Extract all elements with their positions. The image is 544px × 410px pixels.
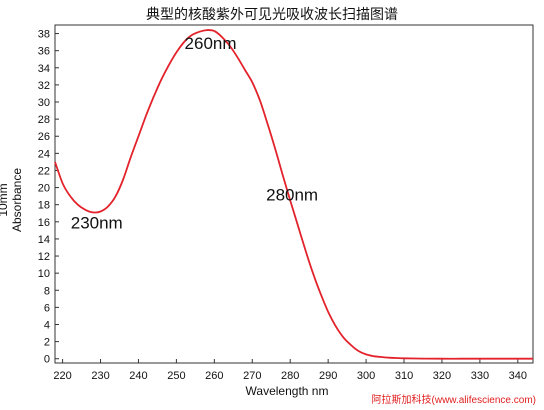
y-tick-label: 2: [44, 337, 50, 349]
y-axis-label: 10mm Absorbance: [0, 167, 24, 233]
y-tick-label: 38: [38, 29, 50, 41]
peak-annotation: 230nm: [71, 214, 123, 233]
plot-frame: [54, 24, 534, 364]
y-tick-label: 10: [38, 268, 50, 280]
x-tick-label: 330: [471, 370, 489, 382]
y-tick-label: 32: [38, 80, 50, 92]
x-tick-label: 300: [357, 370, 375, 382]
peak-annotation: 260nm: [185, 34, 237, 53]
y-tick-label: 22: [38, 165, 50, 177]
y-tick-label: 24: [38, 148, 50, 160]
x-tick-label: 290: [319, 370, 337, 382]
y-tick-label: 36: [38, 46, 50, 58]
x-tick-label: 230: [91, 370, 109, 382]
x-tick-label: 320: [433, 370, 451, 382]
x-tick-label: 310: [395, 370, 413, 382]
x-tick-label: 340: [509, 370, 527, 382]
y-tick-label: 34: [38, 63, 50, 75]
peak-annotations: 260nm 280nm 230nm: [71, 34, 318, 233]
y-tick-label: 4: [44, 319, 50, 331]
absorbance-curve: [54, 29, 533, 360]
y-tick-label: 18: [38, 200, 50, 212]
y-tick-label: 30: [38, 97, 50, 109]
x-tick-label: 240: [129, 370, 147, 382]
y-tick-label: 12: [38, 251, 50, 263]
x-axis-label: Wavelength nm: [245, 384, 329, 398]
x-tick-label: 220: [53, 370, 71, 382]
y-tick-label: 28: [38, 114, 50, 126]
y-tick-label: 26: [38, 131, 50, 143]
x-tick-label: 260: [205, 370, 223, 382]
chart-title: 典型的核酸紫外可见光吸收波长扫描图谱: [146, 7, 398, 23]
x-tick-label: 270: [243, 370, 261, 382]
y-tick-label: 14: [38, 234, 50, 246]
x-axis-ticks: 220 230 240 250 260 270 280 290 300 310 320 330 340: [53, 359, 527, 382]
y-tick-label: 16: [38, 217, 50, 229]
y-tick-label: 0: [44, 354, 50, 366]
watermark: 阿拉斯加科技(www.alifescience.com): [371, 395, 536, 406]
y-tick-label: 6: [44, 302, 50, 314]
x-tick-label: 280: [281, 370, 299, 382]
y-tick-label: 8: [44, 285, 50, 297]
y-tick-label: 20: [38, 183, 50, 195]
peak-annotation: 280nm: [266, 185, 318, 204]
x-tick-label: 250: [167, 370, 185, 382]
